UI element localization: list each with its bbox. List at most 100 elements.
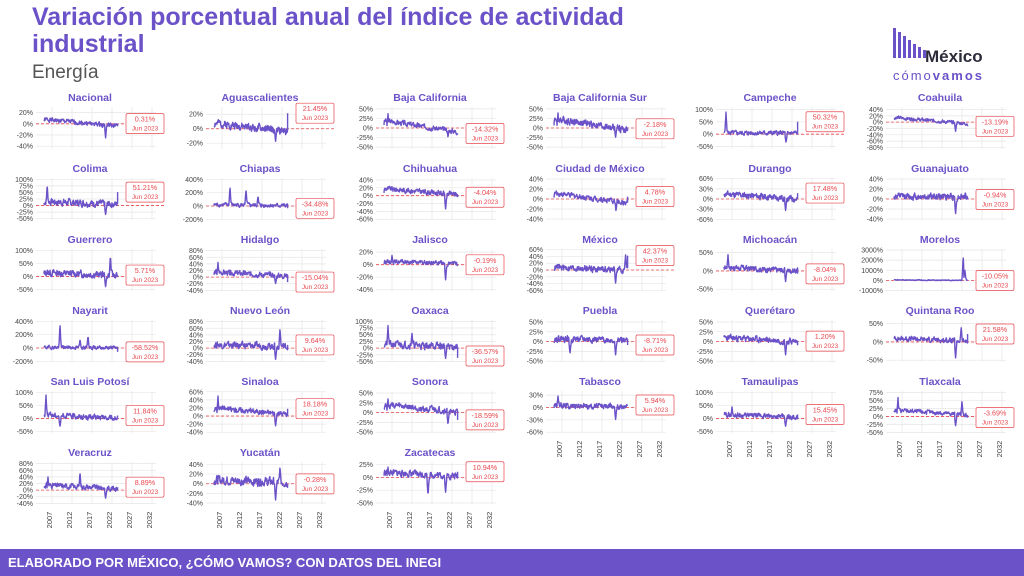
latest-value-box: [805, 330, 845, 352]
y-tick-label: -50%: [17, 429, 33, 436]
latest-period-label: Jun 2023: [302, 411, 329, 418]
latest-period-label: Jun 2023: [132, 277, 159, 284]
y-tick-label: 0%: [363, 126, 373, 133]
panel-title: Ciudad de México: [555, 163, 644, 175]
y-tick-label: -30%: [527, 417, 543, 424]
latest-value-box: [465, 254, 505, 276]
y-tick-label: 20%: [189, 339, 203, 346]
y-tick-label: 0%: [703, 268, 713, 275]
series-line: [893, 396, 969, 427]
latest-value-box: [975, 189, 1015, 210]
y-tick-label: -50%: [867, 430, 883, 437]
y-tick-label: 20%: [189, 405, 203, 412]
x-tick-label: 2007: [725, 441, 734, 458]
y-tick-label: -25%: [867, 422, 883, 429]
y-tick-label: 50%: [699, 403, 713, 410]
series-line: [553, 190, 629, 212]
panel-title: Jalisco: [412, 234, 448, 246]
y-tick-label: 0%: [23, 203, 33, 210]
y-tick-label: 0%: [23, 488, 33, 495]
y-tick-label: 50%: [699, 319, 713, 326]
latest-value-box: [295, 197, 335, 219]
y-tick-label: 200%: [15, 332, 33, 339]
latest-value-box: [975, 323, 1015, 345]
y-tick-label: -200%: [13, 359, 33, 366]
panel-title: Tabasco: [579, 376, 621, 388]
latest-period-label: Jun 2023: [472, 474, 499, 481]
panel-title: Michoacán: [743, 234, 797, 246]
y-tick-label: 0%: [533, 405, 543, 412]
latest-value-label: 5.94%: [645, 396, 666, 405]
latest-value-label: 10.94%: [473, 463, 498, 472]
x-tick-label: 2012: [575, 441, 584, 458]
panel-title: Quintana Roo: [906, 305, 975, 317]
latest-period-label: Jun 2023: [472, 135, 499, 142]
y-tick-label: -50%: [357, 430, 373, 437]
y-tick-label: -50%: [357, 145, 373, 152]
y-tick-label: -50%: [697, 144, 713, 151]
panel-coahuila: Coahuila -80%-60%-40%-20%0%20%40% -13.19% J…: [867, 92, 1016, 152]
latest-period-label: Jun 2023: [982, 282, 1009, 289]
x-tick-label: 2007: [385, 512, 394, 529]
y-tick-label: 100%: [15, 248, 33, 255]
panel-title: Baja California Sur: [553, 92, 647, 104]
latest-period-label: Jun 2023: [472, 267, 499, 274]
panel-title: Durango: [748, 163, 791, 175]
y-tick-label: 0%: [193, 481, 203, 488]
y-tick-label: -50%: [697, 429, 713, 436]
y-tick-label: 0%: [873, 120, 883, 127]
panel-title: Sonora: [412, 376, 448, 388]
y-tick-label: -60%: [527, 288, 543, 295]
y-tick-label: -50%: [357, 500, 373, 507]
y-tick-label: 20%: [869, 187, 883, 194]
latest-period-label: Jun 2023: [812, 195, 839, 202]
latest-value-box: [975, 115, 1015, 137]
latest-value-box: [465, 409, 505, 431]
panel-tabasco: Tabasco -60% -30% 0% 30% 5.94% Jun 2023 2007 201…: [527, 376, 676, 457]
panel-san-luis-potosí: San Luis Potosí -50% 0% 50% 100% 11.84% Jun 20…: [15, 376, 166, 436]
y-tick-label: -20%: [187, 352, 203, 359]
latest-value-label: -0.94%: [984, 190, 1007, 199]
latest-value-label: -0.28%: [304, 475, 327, 484]
latest-period-label: Jun 2023: [642, 258, 669, 265]
x-tick-label: 2027: [805, 441, 814, 458]
y-tick-label: 20%: [529, 261, 543, 268]
latest-value-box: [295, 271, 335, 293]
x-tick-label: 2012: [235, 512, 244, 529]
latest-value-label: 21.58%: [983, 325, 1008, 334]
y-tick-label: 25%: [359, 400, 373, 407]
y-tick-label: 60%: [529, 247, 543, 254]
series-line: [213, 261, 289, 285]
panel-chiapas: Chiapas -200% 0% 200% 400% -34.48% Jun 2023: [183, 163, 336, 224]
latest-value-label: 42.37%: [643, 247, 668, 256]
y-tick-label: 0%: [23, 121, 33, 128]
y-tick-label: 50%: [359, 390, 373, 397]
y-tick-label: 25%: [529, 116, 543, 123]
latest-period-label: Jun 2023: [982, 128, 1009, 135]
x-tick-label: 2032: [825, 441, 834, 458]
y-tick-label: -40%: [17, 144, 33, 151]
y-tick-label: -40%: [867, 132, 883, 139]
series-line: [43, 117, 119, 139]
y-tick-label: -25%: [357, 135, 373, 142]
logo-name: México: [925, 47, 983, 66]
latest-value-box: [805, 111, 845, 133]
y-tick-label: 40%: [359, 177, 373, 184]
y-tick-label: -40%: [187, 501, 203, 508]
series-line: [43, 394, 119, 427]
y-tick-label: 400%: [15, 319, 33, 326]
latest-value-box: [805, 182, 845, 204]
x-tick-label: 2007: [895, 441, 904, 458]
latest-value-box: [975, 270, 1015, 291]
latest-value-label: -15.04%: [302, 273, 329, 282]
latest-value-box: [125, 181, 165, 203]
series-line: [893, 327, 969, 359]
y-tick-label: -60%: [527, 430, 543, 437]
panel-guanajuato: Guanajuato -40% -20% 0% 20% 40% -0.94% Jun 2023: [867, 163, 1016, 224]
y-tick-label: 50%: [359, 332, 373, 339]
x-tick-label: 2012: [745, 441, 754, 458]
y-tick-label: -60%: [357, 217, 373, 224]
latest-value-box: [295, 102, 335, 124]
y-tick-label: 0%: [363, 475, 373, 482]
y-tick-label: -60%: [867, 139, 883, 146]
